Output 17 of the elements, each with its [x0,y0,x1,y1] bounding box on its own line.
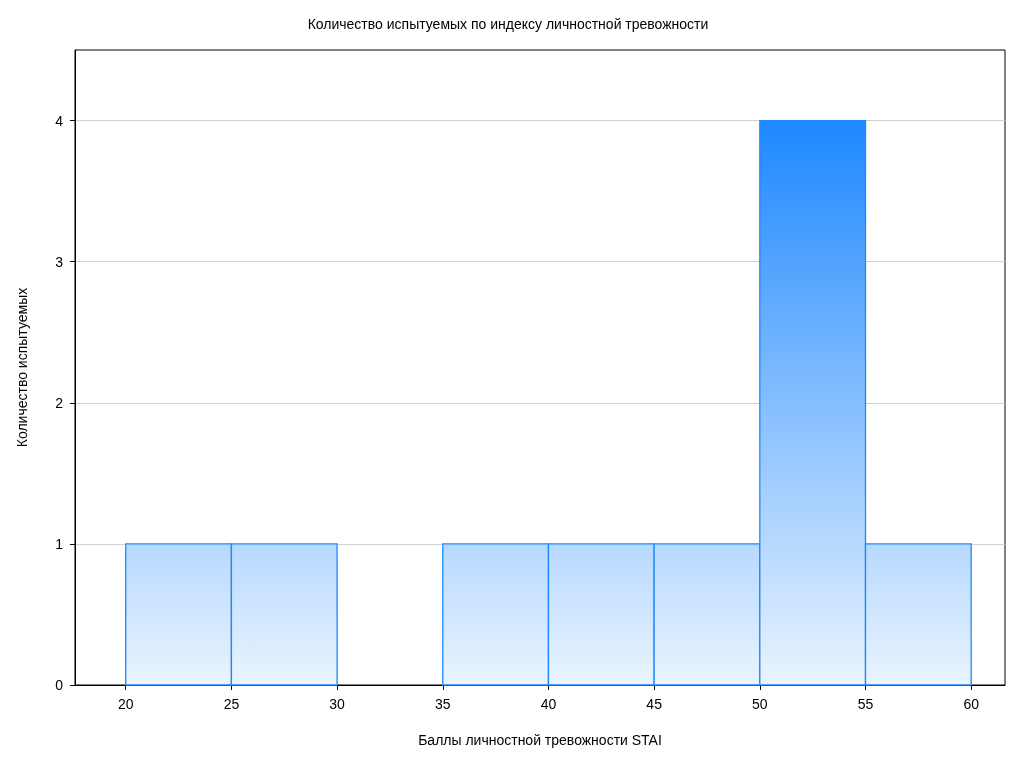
x-tick-label: 30 [329,696,346,712]
x-tick-label: 60 [963,696,980,712]
y-tick-label: 0 [55,677,64,693]
y-tick-label: 3 [55,253,64,270]
x-tick-label: 45 [646,696,663,712]
y-tick-label: 1 [55,535,64,552]
x-tick-label: 25 [223,696,240,712]
x-axis-title: Баллы личностной тревожности STAI [418,732,662,748]
x-tick-label: 55 [857,696,874,712]
chart-title: Количество испытуемых по индексу личностной тревожности [307,16,709,32]
y-axis-title: Количество испытуемых [14,287,30,448]
y-tick-label: 4 [55,112,64,129]
x-tick-label: 50 [752,696,768,712]
y-tick-label: 2 [55,394,64,411]
x-tick-label: 35 [434,696,451,712]
x-tick-label: 40 [540,696,557,712]
x-tick-label: 20 [117,696,134,712]
